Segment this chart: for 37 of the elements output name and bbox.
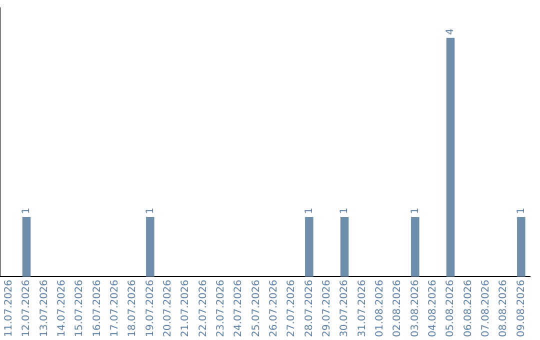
x-tick-label: 31.07.2026	[356, 280, 368, 338]
x-tick-label: 02.08.2026	[392, 280, 404, 338]
data-label: 1	[144, 208, 156, 214]
x-tick-label: 14.07.2026	[56, 280, 68, 338]
x-tick-label: 07.08.2026	[480, 280, 492, 338]
x-tick-label: 20.07.2026	[162, 280, 174, 338]
x-tick-label: 05.08.2026	[445, 280, 456, 338]
x-tick-label: 13.07.2026	[38, 280, 50, 338]
x-tick-label: 17.07.2026	[109, 280, 120, 338]
x-tick-label: 23.07.2026	[215, 280, 226, 338]
x-tick-label: 27.07.2026	[286, 280, 298, 338]
x-tick-label: 18.07.2026	[127, 280, 138, 338]
x-tick-label: 21.07.2026	[180, 280, 192, 338]
x-tick-label: 04.08.2026	[427, 280, 438, 338]
x-tick-label: 15.07.2026	[74, 280, 86, 338]
x-tick-label: 06.08.2026	[462, 280, 474, 338]
data-label: 1	[304, 208, 315, 214]
x-tick-label: 26.07.2026	[268, 280, 280, 338]
data-label: 1	[516, 208, 527, 214]
x-tick-label: 19.07.2026	[144, 280, 156, 338]
x-tick-label: 24.07.2026	[233, 280, 244, 338]
data-label: 1	[339, 208, 350, 214]
data-label: 1	[21, 208, 32, 214]
x-tick-label: 16.07.2026	[92, 280, 103, 338]
x-tick-label: 09.08.2026	[516, 280, 527, 338]
x-tick-label: 29.07.2026	[321, 280, 332, 338]
x-tick-label: 08.08.2026	[498, 280, 510, 338]
x-tick-label: 01.08.2026	[374, 280, 386, 338]
data-label: 4	[445, 28, 456, 35]
x-tick-label: 22.07.2026	[198, 280, 209, 338]
x-tick-label: 11.07.2026	[3, 280, 14, 338]
x-tick-label: 03.08.2026	[410, 280, 421, 338]
x-tick-label: 28.07.2026	[304, 280, 315, 338]
x-tick-label: 25.07.2026	[250, 280, 262, 338]
x-tick-label: 12.07.2026	[21, 280, 32, 338]
x-tick-label: 30.07.2026	[339, 280, 350, 338]
data-label: 1	[410, 208, 421, 214]
